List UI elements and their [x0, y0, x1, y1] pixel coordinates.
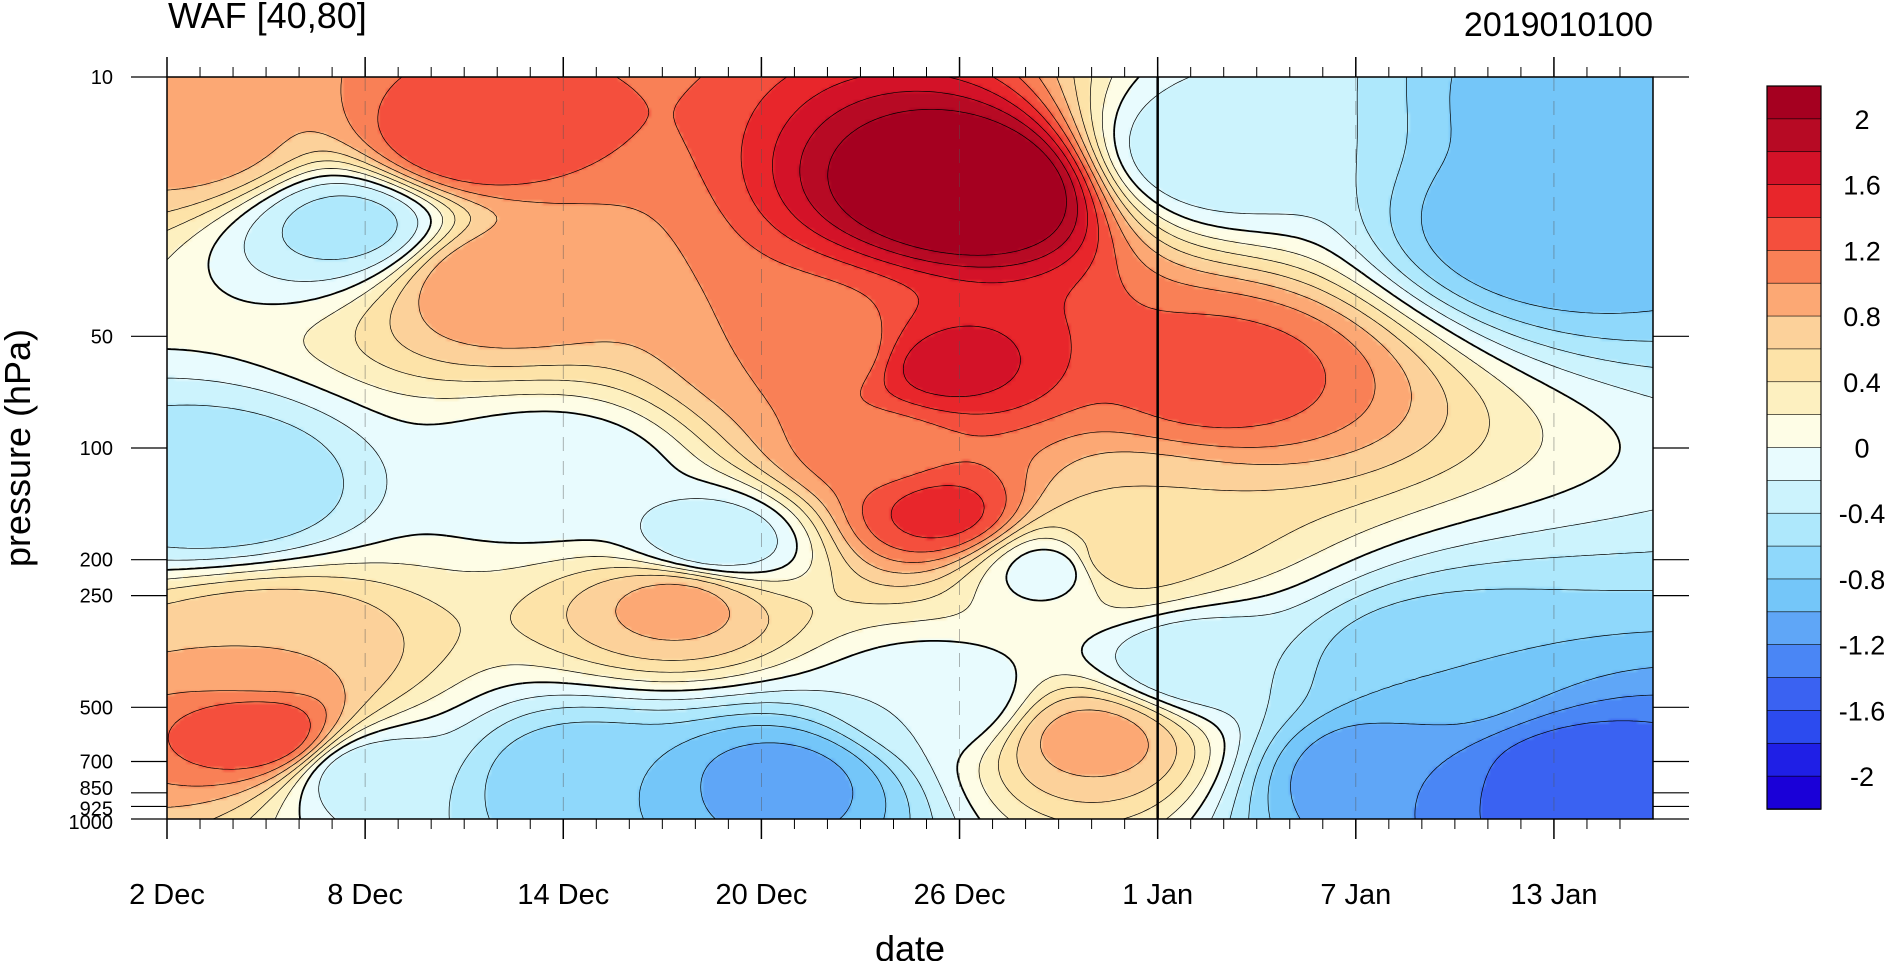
chart-title: WAF [40,80]	[168, 0, 367, 36]
colorbar-bin	[1766, 512, 1822, 547]
contour-line	[638, 77, 1653, 819]
y-tick-label: 10	[91, 67, 113, 89]
y-tick-label: 700	[80, 752, 113, 774]
colorbar-label: 0.8	[1843, 302, 1881, 332]
contour-line	[700, 667, 1653, 819]
colorbar-label: -1.2	[1839, 631, 1886, 661]
contour-line	[772, 77, 1088, 397]
contour-lines	[167, 77, 1653, 819]
y-tick-label: 500	[80, 697, 113, 719]
colorbar-bin	[1766, 282, 1822, 317]
colorbar-label: 1.6	[1843, 171, 1881, 201]
colorbar-bin	[1766, 85, 1822, 120]
colorbar-bin	[1766, 447, 1822, 482]
contour-line	[740, 77, 1099, 539]
y-tick-label: 100	[80, 438, 113, 460]
colorbar-bin	[1766, 578, 1822, 613]
y-tick-label: 850	[80, 778, 113, 800]
colorbar-bin	[1766, 677, 1822, 712]
colorbar-label: -0.4	[1839, 499, 1886, 529]
colorbar-bin	[1766, 710, 1822, 745]
colorbar-label: 1.2	[1843, 236, 1881, 266]
x-tick-label: 13 Jan	[1510, 879, 1597, 911]
colorbar-label: -2	[1850, 762, 1874, 792]
contour-line	[167, 77, 1327, 770]
contour-line	[1479, 720, 1653, 819]
x-tick-label: 8 Dec	[327, 879, 403, 911]
x-tick-label: 1 Jan	[1122, 879, 1193, 911]
colorbar-label: 0	[1854, 434, 1869, 464]
colorbar-label: -0.8	[1839, 565, 1886, 595]
colorbar-bin	[1766, 315, 1822, 350]
x-tick-label: 2 Dec	[129, 879, 205, 911]
contour-line	[167, 77, 1544, 819]
colorbar-bin	[1766, 644, 1822, 679]
colorbar-bin	[1766, 611, 1822, 646]
y-tick-label: 250	[80, 586, 113, 608]
y-tick-label: 925	[80, 798, 113, 820]
contour-line	[1414, 694, 1653, 819]
x-tick-label: 26 Dec	[914, 879, 1006, 911]
colorbar: 2 1.6 1.2 0.8 0.4 0 -0.4 -0.8 -1.2 -1.6 -2	[1766, 85, 1886, 810]
contour-line	[167, 77, 1653, 819]
contour-line	[799, 90, 1078, 268]
contour-line	[167, 77, 1653, 819]
colorbar-bin	[1766, 184, 1822, 219]
contour-line	[484, 77, 1653, 819]
colorbar-bin	[1766, 151, 1822, 186]
contour-line	[167, 77, 1621, 819]
contour-line	[167, 77, 1449, 819]
colorbar-label: 0.4	[1843, 368, 1881, 398]
colorbar-bin	[1766, 118, 1822, 153]
y-axis-label: pressure (hPa)	[0, 329, 38, 567]
colorbar-bin	[1766, 742, 1822, 777]
contour-line	[167, 77, 1376, 787]
chart-right-title: 2019010100	[1464, 6, 1653, 44]
colorbar-bin	[1766, 250, 1822, 284]
colorbar-bin	[1766, 217, 1822, 252]
y-tick-label: 200	[80, 550, 113, 572]
y-tick-label: 1000	[69, 812, 114, 834]
colorbar-bin	[1766, 775, 1822, 810]
colorbar-bin	[1766, 414, 1822, 449]
x-axis: 2 Dec 8 Dec 14 Dec 20 Dec 26 Dec 1 Jan 7 Jan 13…	[129, 57, 1621, 911]
contour-line	[167, 77, 1490, 819]
contour-line	[167, 77, 1412, 808]
x-axis-label: date	[875, 928, 945, 961]
colorbar-label: -1.6	[1839, 696, 1886, 726]
colorbar-frame	[1766, 85, 1822, 810]
x-tick-label: 7 Jan	[1320, 879, 1391, 911]
colorbar-bin	[1766, 381, 1822, 416]
colorbar-label: 2	[1854, 105, 1869, 135]
colorbar-bin	[1766, 480, 1822, 515]
x-tick-label: 14 Dec	[517, 879, 609, 911]
contour-line	[827, 108, 1067, 256]
y-tick-label: 50	[91, 326, 113, 348]
x-tick-label: 20 Dec	[715, 879, 807, 911]
colorbar-bin	[1766, 348, 1822, 383]
colorbar-bin	[1766, 545, 1822, 580]
